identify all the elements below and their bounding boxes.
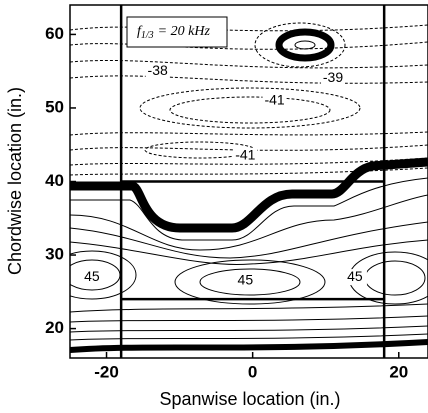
contour-label-bg (342, 269, 367, 286)
y-tick-label: 40 (45, 171, 64, 190)
contour-label-bg (233, 272, 258, 289)
y-tick-label: 50 (45, 97, 64, 116)
contour-label-bg (145, 63, 170, 80)
legend-label: = 20 kHz (158, 24, 211, 39)
contour-label: -38 (148, 62, 168, 78)
legend-frame (126, 16, 228, 48)
contour-field (70, 22, 428, 353)
contour-label: 45 (347, 268, 363, 284)
x-tick-label: -20 (94, 362, 119, 381)
legend-box: f1/3 = 20 kHz (126, 16, 228, 48)
y-tick-label: 20 (45, 318, 64, 337)
contour-label-bg (321, 70, 346, 87)
x-axis-title: Spanwise location (in.) (159, 389, 340, 409)
y-tick-label: 60 (45, 24, 64, 43)
x-tick-label: 0 (248, 362, 257, 381)
x-tick-label: 20 (389, 362, 408, 381)
legend-symbol: f (137, 24, 143, 39)
contour-label: 45 (84, 268, 100, 284)
contour-label: -39 (323, 69, 343, 85)
contour-label: -41 (235, 146, 255, 162)
y-axis-title: Chordwise location (in.) (5, 87, 25, 275)
contour-label: 45 (238, 271, 254, 287)
legend-subscript: 1/3 (141, 30, 154, 41)
contour-label-bg (262, 92, 287, 109)
contour-label-bg (79, 269, 104, 286)
contour-label-bg (233, 147, 258, 164)
y-tick-label: 30 (45, 245, 64, 264)
legend-text: f1/3 = 20 kHz (137, 24, 210, 41)
contour-label: -41 (264, 91, 284, 107)
